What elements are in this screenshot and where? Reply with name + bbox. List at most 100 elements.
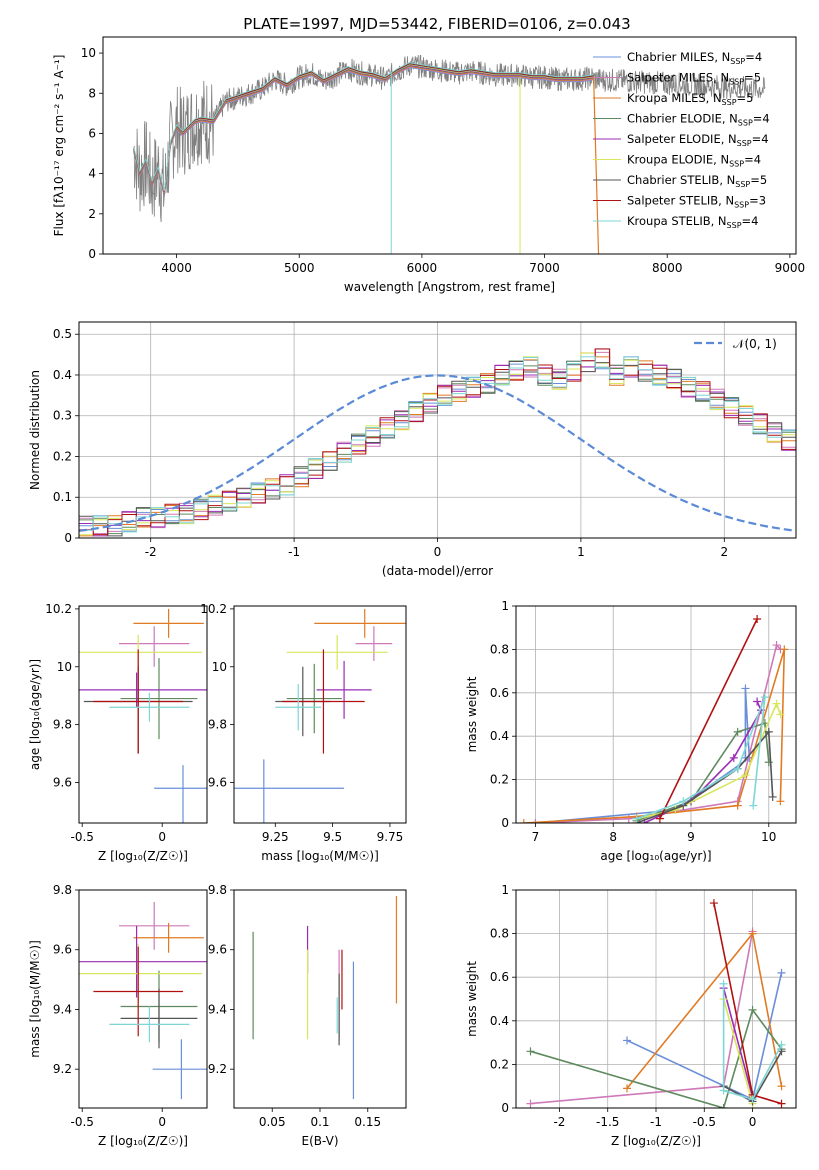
- legend-entry: Salpeter STELIB, NSSP=3: [627, 194, 766, 210]
- weight-series-1: [535, 643, 781, 823]
- x-tick-label: 9.75: [377, 830, 404, 844]
- weight-marker: [733, 764, 742, 773]
- weight-marker: [764, 727, 773, 736]
- x-tick-label: -1: [288, 545, 300, 559]
- x-tick-label: 7: [532, 830, 540, 844]
- y-tick-label: 0.2: [490, 773, 509, 787]
- weight-marker: [749, 801, 758, 810]
- y-tick-label: 0.2: [53, 449, 72, 463]
- y-tick-label: 1: [501, 883, 509, 897]
- weight-marker: [780, 645, 789, 654]
- y-tick-label: 4: [88, 167, 96, 181]
- weight-marker: [772, 699, 781, 708]
- y-tick-label: 9.6: [53, 775, 72, 789]
- legend-tail: =5: [750, 173, 767, 187]
- weight-series-0: [535, 688, 751, 823]
- y-tick-label: 10.2: [200, 602, 227, 616]
- y-tick-label: 10: [57, 660, 72, 674]
- x-tick-label: 2: [720, 545, 728, 559]
- legend-tail: =3: [749, 194, 766, 208]
- legend-tail: =4: [752, 132, 769, 146]
- y-tick-label: 9.2: [208, 1062, 227, 1076]
- weight-marker: [748, 929, 757, 938]
- plot-area: [79, 348, 796, 537]
- y-axis-label: mass weight: [465, 961, 479, 1037]
- y-tick-label: 9.8: [208, 883, 227, 897]
- legend-entry: Salpeter ELODIE, NSSP=4: [627, 132, 769, 148]
- legend-label: Salpeter STELIB, N: [627, 194, 734, 208]
- x-tick-label: 8: [609, 830, 617, 844]
- plot-area: [234, 608, 406, 823]
- x-tick-label: -1: [650, 1115, 662, 1129]
- x-tick-label: -0.5: [70, 830, 93, 844]
- legend-sub: SSP: [729, 160, 744, 169]
- legend-sub: SSP: [734, 201, 749, 210]
- x-axis-label: mass [log₁₀(M/M☉)]: [261, 849, 379, 863]
- x-axis-label: Z [log₁₀(Z/Z☉)]: [98, 849, 188, 863]
- weight-series-1: [530, 931, 754, 1105]
- legend-entry: Chabrier ELODIE, NSSP=4: [627, 112, 770, 128]
- x-tick-label: 4000: [161, 261, 192, 275]
- x-tick-label: 0.05: [259, 1115, 286, 1129]
- weight-marker: [772, 641, 781, 650]
- legend-label: Salpeter ELODIE, N: [627, 132, 737, 146]
- axes-frame: [78, 605, 208, 824]
- axes-frame: [233, 889, 407, 1109]
- y-axis-label: Normed distribution: [28, 370, 42, 490]
- weight-marker: [531, 819, 540, 823]
- y-tick-label: 0: [88, 247, 96, 261]
- legend-tail: =5: [737, 91, 754, 105]
- x-tick-label: 0: [749, 1115, 757, 1129]
- legend-sub: SSP: [727, 221, 742, 230]
- legend-tail: =4: [753, 112, 770, 126]
- model-spectrum-8: [133, 62, 594, 192]
- x-tick-label: -2: [145, 545, 157, 559]
- weight-marker: [632, 814, 641, 823]
- y-tick-label: 1: [501, 599, 509, 613]
- x-tick-label: 0.1: [310, 1115, 329, 1129]
- y-axis-label: Flux [fλ10⁻¹⁷ erg cm⁻² s⁻¹ A⁻¹]: [52, 55, 66, 237]
- y-tick-label: 0.3: [53, 409, 72, 423]
- panel-age-vs-mass: 9.25 9.5 9.75 9.6 9.8 10 10.2 mass [log₁₀(M/M☉)…: [200, 602, 407, 863]
- legend-entry: Chabrier MILES, NSSP=4: [627, 50, 762, 66]
- axes-frame: [233, 605, 407, 824]
- legend-sub: SSP: [738, 119, 753, 128]
- y-tick-label: 0.6: [490, 686, 509, 700]
- plot-area: [526, 899, 786, 1108]
- x-axis-label: Z [log₁₀(Z/Z☉)]: [98, 1134, 188, 1148]
- legend-entry: Kroupa MILES, NSSP=5: [627, 91, 753, 107]
- weight-marker: [719, 979, 728, 988]
- legend-label: Kroupa ELODIE, N: [627, 153, 729, 167]
- legend-entry: 𝒩(0, 1): [733, 337, 777, 351]
- y-tick-label: 0.8: [490, 927, 509, 941]
- plot-area: [519, 615, 789, 823]
- x-tick-label: 1: [577, 545, 585, 559]
- y-tick-label: 6: [88, 126, 96, 140]
- y-tick-label: 10: [212, 660, 227, 674]
- weight-marker: [733, 727, 742, 736]
- weight-marker: [777, 1040, 786, 1049]
- weight-marker: [733, 801, 742, 810]
- weight-marker: [729, 753, 738, 762]
- y-axis-label: mass [log₁₀(M/M☉)]: [28, 940, 42, 1058]
- y-tick-label: 9.2: [53, 1062, 72, 1076]
- legend-sub: SSP: [730, 57, 745, 66]
- weight-marker: [655, 814, 664, 823]
- model-cutoff: [593, 77, 600, 254]
- legend-sub: SSP: [735, 180, 750, 189]
- legend-entry: Kroupa ELODIE, NSSP=4: [627, 153, 761, 169]
- weight-marker: [753, 615, 762, 624]
- y-tick-label: 0.1: [53, 490, 72, 504]
- y-tick-label: 8: [88, 86, 96, 100]
- legend-sub: SSP: [737, 139, 752, 148]
- weight-marker: [753, 697, 762, 706]
- weight-series-5: [722, 998, 754, 1104]
- y-tick-label: 0.5: [53, 327, 72, 341]
- weight-marker: [719, 1086, 728, 1095]
- legend-label: Chabrier STELIB, N: [627, 173, 735, 187]
- x-tick-label: 9.5: [323, 830, 342, 844]
- x-tick-label: -2: [553, 1115, 565, 1129]
- axes-frame: [78, 321, 797, 539]
- legend-label: Kroupa STELIB, N: [627, 214, 727, 228]
- weight-marker: [776, 797, 785, 806]
